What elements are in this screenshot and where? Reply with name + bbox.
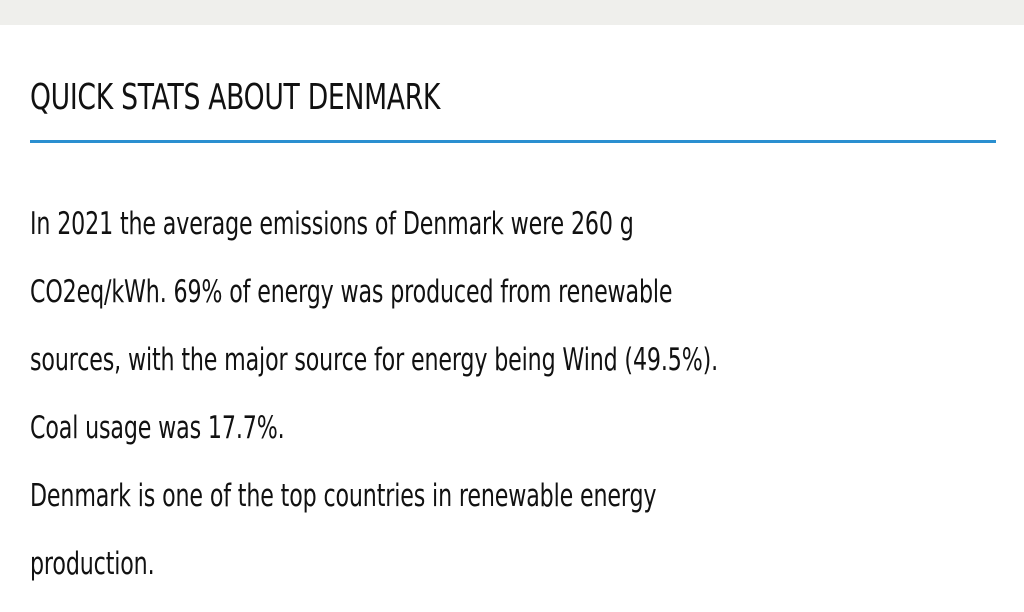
stats-line: sources, with the major source for energ… [30, 342, 719, 378]
stats-line: In 2021 the average emissions of Denmark… [30, 206, 634, 242]
stats-line: CO2eq/kWh. 69% of energy was produced fr… [30, 274, 673, 310]
quick-stats-card: QUICK STATS ABOUT DENMARK In 2021 the av… [0, 25, 1024, 612]
top-strip [0, 0, 1024, 25]
stats-paragraph: In 2021 the average emissions of Denmark… [30, 190, 990, 598]
stats-line: Denmark is one of the top countries in r… [30, 478, 657, 514]
card-title: QUICK STATS ABOUT DENMARK [30, 77, 441, 118]
stats-line: production. [30, 546, 155, 582]
title-divider [30, 140, 996, 143]
stats-line: Coal usage was 17.7%. [30, 410, 285, 446]
